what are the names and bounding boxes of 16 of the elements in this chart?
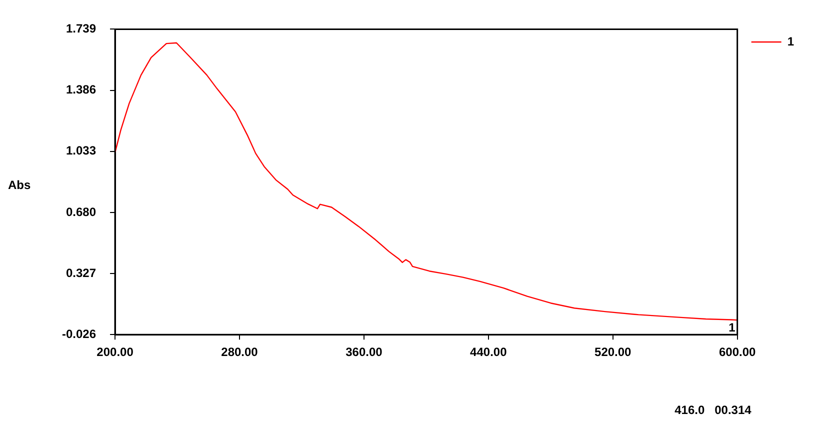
y-tick-label: 1.386 (66, 82, 96, 97)
x-tick-label: 520.00 (594, 345, 632, 360)
x-tick-label: 440.00 (470, 345, 508, 360)
x-tick-label: 600.00 (718, 345, 756, 360)
x-tick-label: 280.00 (221, 345, 258, 360)
text: 416.0 00.314 (674, 403, 752, 417)
y-axis-title: Abs (8, 178, 31, 192)
y-tick-label: 0.327 (66, 266, 96, 280)
y-tick-label: -0.026 (62, 326, 96, 341)
x-tick-label: 360.00 (346, 345, 383, 360)
y-tick-label: 1.739 (66, 22, 96, 36)
y-tick-label: 0.680 (66, 204, 96, 219)
legend-label: 1 (787, 34, 794, 48)
annotation: 1 (728, 320, 736, 334)
y-tick-label: 1.033 (66, 144, 96, 158)
x-tick-label: 200.00 (96, 345, 134, 360)
